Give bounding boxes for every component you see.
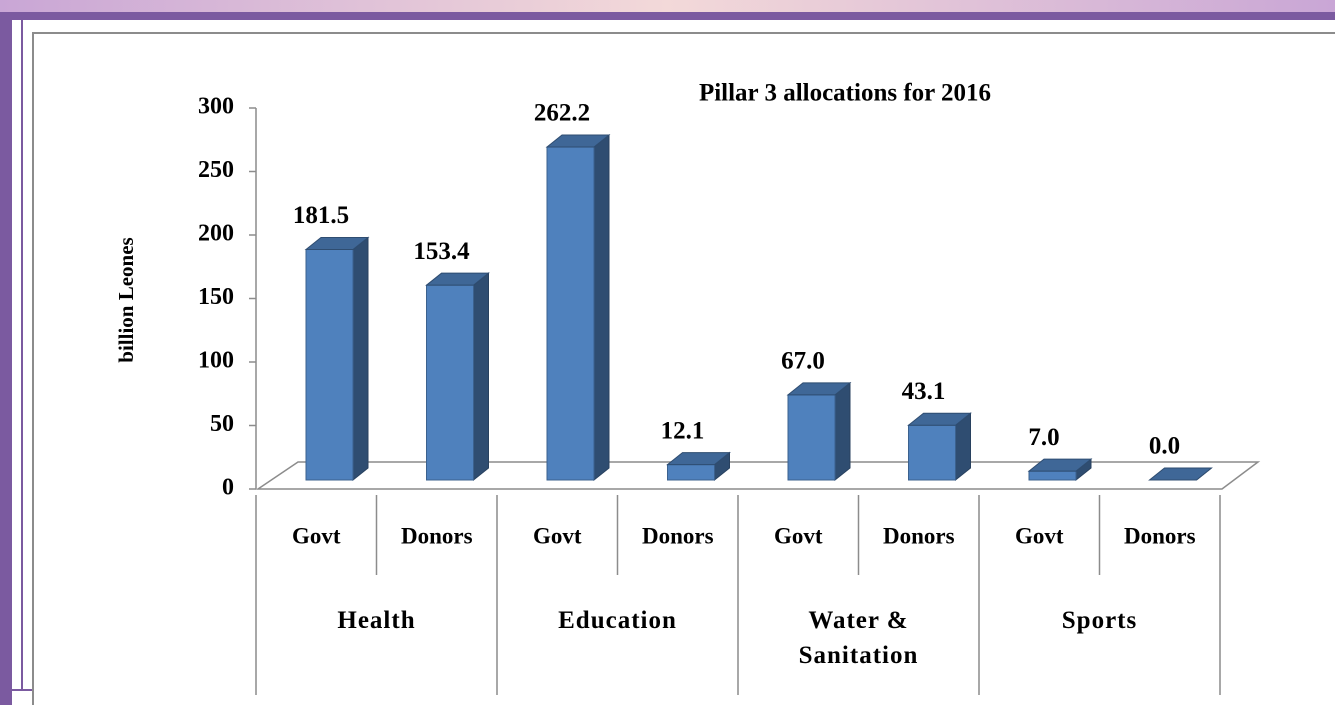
- top-strip: [0, 0, 1335, 12]
- group-label: Sports: [1061, 607, 1138, 634]
- value-label: 181.5: [293, 202, 349, 229]
- x-tick-label: Govt: [533, 523, 582, 548]
- bar-top: [666, 452, 731, 466]
- group-label: Water & Sanitation: [798, 607, 919, 669]
- y-tick-label: 250: [198, 157, 234, 183]
- bar-side: [593, 133, 610, 482]
- top-border: [0, 12, 1335, 20]
- value-label: 153.4: [413, 238, 470, 265]
- bar-top: [545, 134, 611, 148]
- group-label-box: Health: [337, 607, 416, 634]
- x-tick-label: Donors: [883, 523, 955, 548]
- bar-top: [1027, 458, 1093, 472]
- chart-panel: [32, 32, 1335, 705]
- y-tick-label: 100: [198, 348, 234, 374]
- y-tick-label: 150: [198, 284, 234, 310]
- group-label-box: Education: [558, 607, 677, 634]
- value-label: 7.0: [1028, 424, 1059, 451]
- x-tick-label: Donors: [401, 523, 473, 548]
- y-axis-label: billion Leones: [114, 237, 138, 362]
- bar-side: [352, 236, 369, 482]
- bar: [1148, 467, 1213, 481]
- floor: [255, 461, 1261, 490]
- bar-front: [908, 424, 956, 481]
- x-tick-label: Govt: [774, 523, 823, 548]
- y-tick-label: 200: [198, 221, 234, 247]
- bar-side: [834, 381, 851, 482]
- value-label: 67.0: [781, 348, 825, 375]
- bar-side: [473, 272, 489, 482]
- left-border: [0, 12, 12, 705]
- bar: [907, 412, 972, 482]
- x-tick-label: Govt: [292, 523, 341, 548]
- y-tick-label: 0: [222, 475, 234, 501]
- bar-front: [787, 394, 836, 481]
- group-label: Education: [558, 607, 677, 634]
- y-tick-label: 50: [210, 411, 234, 437]
- bar-top: [425, 272, 490, 286]
- bar: [786, 381, 852, 482]
- x-tick-label: Donors: [642, 523, 714, 548]
- bar: [545, 133, 611, 482]
- group-label-box: Water & Sanitation: [798, 607, 919, 669]
- chart-title: Pillar 3 allocations for 2016: [699, 80, 991, 107]
- y-tick-label: 300: [198, 94, 234, 120]
- x-tick-label: Govt: [1015, 523, 1064, 548]
- group-label-box: Sports: [1061, 607, 1138, 634]
- bar-top: [304, 236, 370, 250]
- bar-front: [546, 146, 595, 481]
- x-tick-label: Donors: [1124, 523, 1196, 548]
- bar: [425, 272, 490, 482]
- bar-top: [1148, 467, 1213, 481]
- bar: [304, 236, 370, 482]
- bar-front: [305, 248, 354, 481]
- value-label: 0.0: [1149, 433, 1180, 460]
- value-label: 262.2: [534, 100, 590, 127]
- bar-front: [1028, 470, 1077, 481]
- bar: [666, 451, 731, 482]
- bar: [1027, 458, 1093, 482]
- bar-front: [667, 464, 715, 481]
- value-label: 43.1: [902, 378, 946, 405]
- value-label: 12.1: [661, 417, 705, 444]
- bar-front: [426, 284, 474, 481]
- bar-top: [907, 412, 972, 426]
- bar-top: [786, 382, 852, 396]
- group-label: Health: [337, 607, 416, 634]
